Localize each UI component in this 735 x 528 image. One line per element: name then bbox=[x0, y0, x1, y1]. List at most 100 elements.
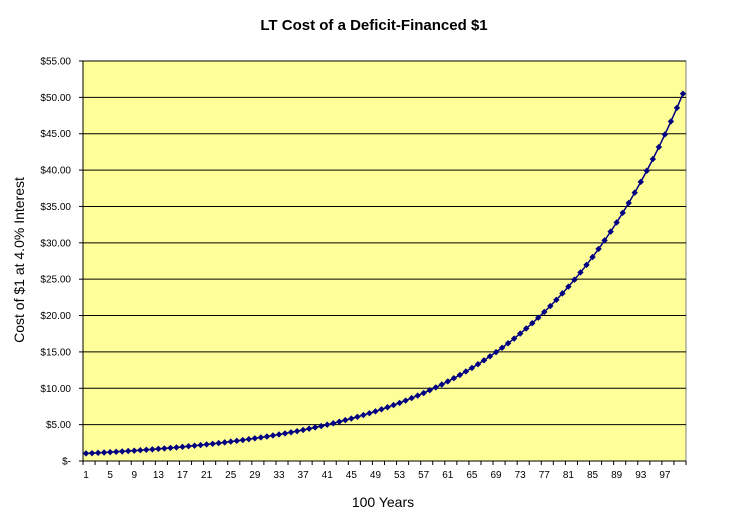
x-tick-label: 45 bbox=[346, 470, 358, 481]
data-point bbox=[637, 178, 644, 186]
axes bbox=[82, 61, 686, 462]
data-point bbox=[529, 319, 536, 327]
x-tick-label: 57 bbox=[418, 470, 430, 481]
x-tick-label: 61 bbox=[442, 470, 454, 481]
data-point bbox=[595, 245, 602, 253]
data-point bbox=[378, 406, 385, 413]
data-point bbox=[149, 446, 156, 453]
y-tick-label: $15.00 bbox=[40, 347, 71, 358]
y-tick-label: $25.00 bbox=[40, 275, 71, 286]
x-tick-label: 41 bbox=[322, 470, 334, 481]
x-tick-label: 33 bbox=[273, 470, 285, 481]
y-axis-ticks: $- $5.00 $10.00 $15.00 $20.00 $25.00 $30.00 $35… bbox=[40, 57, 83, 468]
data-point bbox=[420, 389, 427, 397]
x-tick-label: 93 bbox=[635, 470, 647, 481]
x-tick-label: 5 bbox=[107, 470, 113, 481]
data-point bbox=[185, 443, 192, 450]
data-point bbox=[209, 440, 216, 447]
data-point bbox=[251, 435, 259, 442]
data-point bbox=[667, 118, 675, 125]
data-point bbox=[143, 446, 150, 453]
data-point bbox=[221, 439, 228, 446]
data-point bbox=[492, 348, 500, 356]
y-tick-label: $55.00 bbox=[40, 57, 71, 68]
data-point bbox=[384, 404, 391, 411]
y-axis-label: Cost of $1 at 4.0% Interest bbox=[11, 177, 27, 343]
data-point bbox=[360, 411, 367, 419]
data-point bbox=[607, 228, 614, 235]
x-tick-label: 13 bbox=[153, 470, 165, 481]
data-point bbox=[125, 447, 132, 455]
data-point bbox=[468, 364, 476, 372]
data-point bbox=[167, 444, 174, 452]
y-tick-label: $40.00 bbox=[40, 166, 71, 177]
x-tick-label: 81 bbox=[563, 470, 575, 481]
data-point bbox=[112, 448, 120, 455]
data-point bbox=[372, 408, 379, 415]
data-point bbox=[287, 429, 295, 436]
data-point bbox=[275, 431, 283, 438]
x-tick-label: 1 bbox=[83, 470, 89, 481]
data-point bbox=[498, 344, 506, 351]
data-point bbox=[462, 368, 470, 375]
x-tick-label: 97 bbox=[659, 470, 671, 481]
data-point bbox=[348, 415, 355, 422]
data-point bbox=[432, 384, 439, 391]
data-point bbox=[541, 308, 548, 316]
data-point bbox=[179, 443, 186, 451]
data-point bbox=[426, 387, 433, 394]
x-tick-label: 29 bbox=[249, 470, 261, 481]
y-tick-label: $10.00 bbox=[40, 384, 71, 395]
gridlines bbox=[83, 60, 686, 426]
data-point bbox=[661, 131, 669, 138]
data-point bbox=[649, 155, 657, 163]
data-point bbox=[414, 392, 421, 399]
data-point bbox=[408, 394, 415, 402]
data-point bbox=[625, 199, 632, 207]
data-point bbox=[535, 314, 542, 321]
data-point bbox=[118, 448, 126, 455]
data-point bbox=[396, 399, 403, 407]
data-point bbox=[613, 219, 620, 226]
y-tick-label: $35.00 bbox=[40, 202, 71, 213]
data-point bbox=[155, 445, 162, 453]
x-axis-label: 100 Years bbox=[352, 494, 414, 510]
x-tick-label: 65 bbox=[466, 470, 478, 481]
x-tick-label: 85 bbox=[587, 470, 599, 481]
data-point bbox=[438, 381, 445, 388]
data-point bbox=[203, 441, 210, 448]
x-tick-label: 89 bbox=[611, 470, 623, 481]
data-point bbox=[673, 104, 681, 112]
data-point bbox=[523, 325, 530, 332]
data-point bbox=[516, 330, 524, 337]
data-point bbox=[311, 424, 319, 431]
x-tick-label: 9 bbox=[131, 470, 137, 481]
data-point bbox=[510, 335, 518, 342]
data-point bbox=[137, 447, 144, 454]
x-tick-label: 25 bbox=[225, 470, 237, 481]
y-tick-label: $5.00 bbox=[46, 420, 71, 431]
data-point bbox=[480, 357, 488, 364]
data-point bbox=[444, 378, 452, 385]
x-tick-label: 69 bbox=[490, 470, 502, 481]
data-point bbox=[553, 296, 560, 304]
data-point bbox=[94, 449, 102, 457]
data-point bbox=[619, 209, 626, 217]
data-point bbox=[197, 441, 204, 449]
series-line bbox=[85, 93, 684, 455]
data-point bbox=[281, 430, 289, 437]
y-tick-label: $50.00 bbox=[40, 93, 71, 104]
x-tick-label: 49 bbox=[370, 470, 382, 481]
data-point bbox=[191, 442, 198, 449]
data-point bbox=[215, 439, 222, 447]
data-point bbox=[679, 90, 687, 97]
data-point bbox=[450, 375, 458, 382]
data-point bbox=[330, 420, 337, 427]
data-point bbox=[577, 269, 584, 276]
x-tick-label: 73 bbox=[515, 470, 527, 481]
data-point bbox=[106, 448, 114, 456]
data-point bbox=[486, 353, 494, 360]
y-tick-label: $20.00 bbox=[40, 311, 71, 322]
y-tick-label: $- bbox=[62, 457, 71, 468]
